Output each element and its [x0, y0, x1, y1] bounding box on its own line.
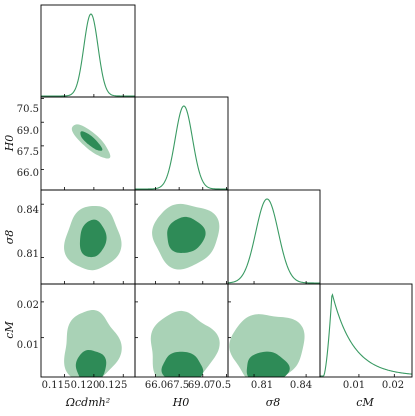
contour-sigma8-h0	[152, 203, 220, 270]
ytick-h0-0: 70.5	[17, 104, 39, 115]
ytick-h0-2: 67.5	[17, 147, 39, 158]
contour-cm-omega	[64, 309, 122, 377]
xtick-h0-2: 69.0	[188, 380, 210, 391]
panel-frames	[40, 4, 413, 378]
panel-frame-3-3	[319, 283, 413, 378]
contour-68-h0-omega	[80, 131, 103, 151]
xtick-sigma8-1: 0.84	[290, 380, 312, 391]
contour-h0-omega	[71, 124, 111, 159]
contour-68-cm-sigma8	[246, 351, 290, 377]
ytick-cm-0: 0.02	[17, 300, 39, 311]
ytick-h0-3: 66.0	[17, 168, 39, 179]
contour-68-sigma8-omega	[79, 219, 107, 258]
xlabel-sigma8: σ8	[266, 396, 281, 409]
xtick-omega-1: 0.120	[71, 380, 100, 391]
contour-sigma8-omega	[64, 205, 122, 271]
xtick-omega-2: 0.125	[99, 380, 128, 391]
xtick-h0-1: 67.5	[167, 380, 189, 391]
contour-68-cm-h0	[161, 351, 204, 377]
panel-frame-2-2	[227, 189, 321, 285]
contour-cm-sigma8	[229, 314, 305, 377]
marginal-curve-omega	[41, 13, 135, 97]
contour-68-sigma8-h0	[167, 216, 206, 253]
xtick-omega-0: 0.115	[42, 380, 71, 391]
ytick-h0-1: 69.0	[17, 126, 39, 137]
contour-cm-h0	[150, 310, 220, 377]
xlabel-omega: Ωcdmh²	[65, 396, 110, 409]
ylabel-sigma8: σ8	[3, 230, 16, 245]
xlabel-h0: H0	[172, 396, 190, 409]
marginal-curve-sigma8	[227, 198, 320, 284]
xlabel-cm: cM	[356, 396, 374, 409]
ylabel-cm: cM	[3, 321, 16, 339]
xtick-h0-3: 70.5	[209, 380, 231, 391]
xtick-cm-0: 0.01	[343, 380, 365, 391]
ytick-sigma8-1: 0.81	[17, 249, 39, 260]
panel-frame-1-1	[134, 96, 229, 191]
tick-marks	[41, 94, 395, 377]
ytick-cm-1: 0.01	[17, 340, 39, 351]
marginal-curve-cm	[320, 293, 413, 377]
marginal-curve-h0	[135, 105, 228, 190]
xtick-sigma8-0: 0.81	[251, 380, 273, 391]
ylabel-h0: H0	[3, 135, 16, 153]
panels	[41, 13, 413, 377]
ytick-sigma8-0: 0.84	[17, 205, 39, 216]
xtick-h0-0: 66.0	[145, 380, 167, 391]
contour-68-cm-omega	[75, 349, 107, 377]
xtick-cm-1: 0.02	[382, 380, 404, 391]
